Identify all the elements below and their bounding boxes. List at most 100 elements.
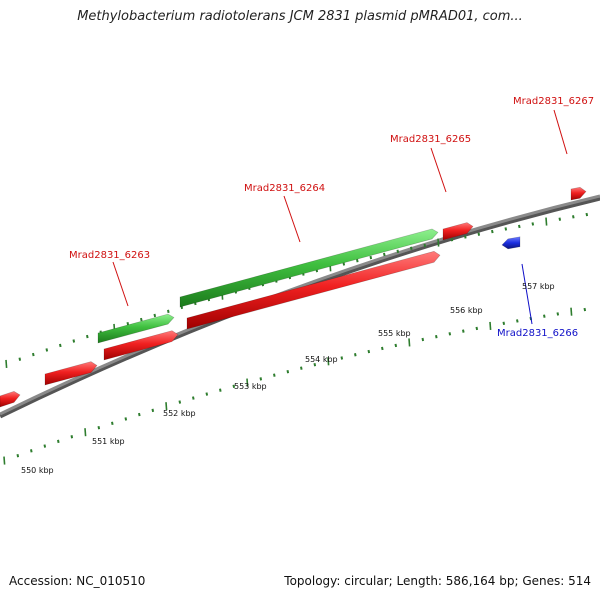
scale-tick-label: 555 kbp: [378, 329, 411, 338]
gene-label: Mrad2831_6264: [244, 183, 325, 194]
scale-tick-label: 553 kbp: [234, 382, 267, 391]
outer-tick: [45, 348, 49, 352]
outer-tick: [18, 357, 22, 361]
inner-tick: [543, 314, 546, 318]
gene-leader-line: [112, 261, 129, 307]
outer-tick: [410, 246, 413, 251]
outer-tick: [423, 243, 427, 248]
gene-label: Mrad2831_6265: [390, 134, 471, 145]
scale-tick-label: 552 kbp: [163, 409, 196, 418]
inner-tick: [394, 343, 398, 348]
inner-tick: [124, 417, 128, 421]
inner-tick: [502, 321, 506, 326]
topology-text: Topology: circular; Length: 586,164 bp; …: [284, 574, 591, 588]
outer-tick: [464, 235, 467, 239]
outer-tick: [437, 238, 440, 247]
outer-tick: [72, 339, 76, 343]
outer-tick: [86, 334, 89, 339]
inner-tick: [570, 307, 573, 316]
outer-tick: [356, 259, 359, 263]
backbone: [0, 194, 600, 416]
backbone-shadow: [0, 195, 600, 419]
inner-tick: [84, 428, 87, 437]
gene-arrow: [0, 391, 21, 408]
inner-tick: [259, 377, 263, 381]
outer-tick: [477, 232, 481, 236]
outer-tick: [585, 212, 589, 217]
cds-arrow: [179, 228, 439, 308]
inner-tick: [489, 321, 492, 330]
inner-tick: [232, 384, 236, 389]
inner-tick: [367, 349, 371, 354]
scale-tick-label: 557 kbp: [522, 282, 555, 291]
outer-tick: [504, 227, 508, 231]
inner-tick: [151, 408, 155, 413]
inner-tick: [300, 366, 303, 370]
gene-arrow: [103, 330, 179, 361]
scale-tick-label: 554 kbp: [305, 355, 338, 364]
gene-leader-line: [521, 263, 533, 325]
map-title: Methylobacterium radiotolerans JCM 2831 …: [77, 9, 523, 24]
gene-arrow: [442, 222, 474, 241]
outer-tick: [369, 255, 373, 260]
inner-tick: [111, 421, 114, 425]
inner-tick: [286, 369, 290, 374]
gene-arrow: [44, 361, 98, 386]
inner-tick: [219, 388, 222, 392]
inner-tick: [354, 353, 357, 357]
inner-tick: [16, 453, 20, 458]
gene-arrow-reverse: [501, 236, 521, 250]
scale-tick-label: 550 kbp: [21, 466, 54, 475]
outer-tick: [59, 343, 62, 348]
gene-leader-line: [283, 195, 301, 243]
inner-tick: [556, 312, 560, 316]
inner-tick: [165, 402, 168, 411]
inner-tick: [138, 412, 141, 417]
gene-label: Mrad2831_6263: [69, 250, 150, 261]
inner-tick: [340, 356, 344, 360]
outer-tick: [153, 313, 157, 318]
inner-tick: [57, 439, 60, 444]
inner-tick: [70, 435, 74, 439]
gene-label: Mrad2831_6267: [513, 96, 594, 107]
cds-arrow: [97, 313, 175, 344]
gene-arrow: [570, 186, 587, 201]
inner-tick: [327, 357, 330, 366]
inner-tick: [43, 444, 47, 448]
inner-tick: [475, 326, 479, 331]
outer-tick: [140, 317, 143, 322]
outer-tick: [491, 229, 494, 234]
outer-tick: [126, 322, 130, 326]
scale-tick-label: 551 kbp: [92, 437, 125, 446]
outer-tick: [383, 252, 386, 257]
inner-tick: [583, 307, 587, 312]
gene-leader-line: [553, 109, 568, 155]
inner-tick: [246, 378, 249, 387]
outer-tick: [342, 262, 346, 266]
inner-tick: [435, 334, 438, 339]
outer-tick: [545, 217, 548, 226]
outer-tick: [572, 215, 575, 219]
inner-tick: [462, 329, 465, 333]
inner-tick: [30, 449, 33, 453]
gene-label: Mrad2831_6266: [497, 328, 578, 339]
inner-tick: [448, 332, 452, 336]
inner-tick: [205, 392, 209, 396]
outer-tick: [167, 309, 170, 314]
inner-tick: [192, 396, 195, 400]
inner-tick: [273, 373, 276, 377]
inner-tick: [408, 338, 411, 347]
outer-tick: [5, 359, 8, 368]
outer-tick: [531, 222, 535, 226]
inner-tick: [516, 319, 519, 323]
gene-leader-line: [430, 147, 447, 193]
inner-tick: [3, 456, 6, 465]
inner-tick: [97, 425, 101, 430]
outer-tick: [396, 249, 400, 254]
gene-arrow: [186, 250, 441, 330]
inner-tick: [313, 363, 317, 367]
inner-tick: [381, 346, 384, 351]
outer-tick: [32, 352, 35, 357]
scale-tick-label: 556 kbp: [450, 306, 483, 315]
